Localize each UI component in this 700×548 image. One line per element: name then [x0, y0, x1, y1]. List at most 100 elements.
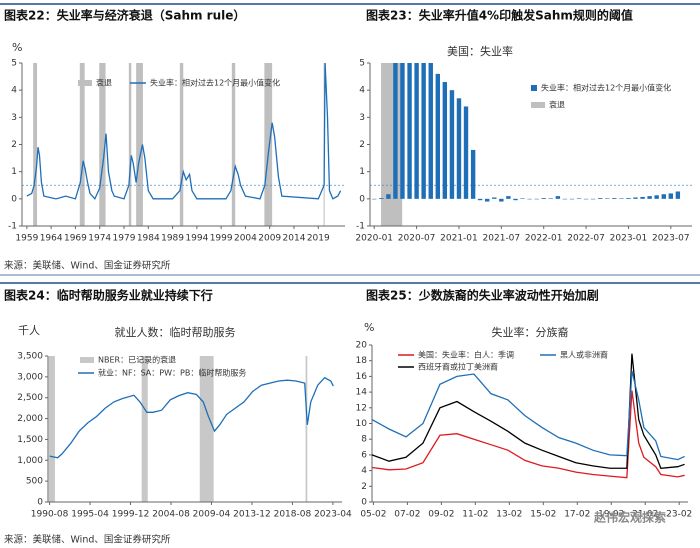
bar: [477, 198, 483, 201]
recession: [305, 356, 308, 502]
y-tick-label: 10: [356, 419, 368, 429]
chart-title: 美国：失业率: [447, 44, 513, 58]
y-tick-label: 3,500: [17, 352, 43, 362]
recession: [199, 356, 214, 502]
bar: [605, 198, 610, 199]
line: [371, 353, 685, 469]
x-tick-label: 13-02: [496, 510, 522, 520]
bar: [583, 198, 589, 200]
unit: %: [12, 41, 22, 54]
line: [371, 390, 685, 479]
x-tick-label: 1959: [15, 234, 38, 244]
legend-label: 黑人或非洲裔: [560, 350, 608, 360]
legend-label: 西班牙裔或拉丁美洲裔: [418, 362, 498, 372]
bar: [428, 63, 433, 199]
x-tick-label: 2023-07: [652, 234, 690, 244]
legend-swatch: [531, 85, 537, 91]
x-tick-label: 1995-04: [71, 510, 109, 520]
unit: %: [364, 321, 374, 334]
recession: [128, 63, 132, 226]
bar: [590, 198, 596, 200]
x-tick-label: 1964: [40, 234, 63, 244]
x-tick-label: 2021-01: [440, 234, 478, 244]
watermark: 赵伟宏观探索: [593, 510, 666, 525]
bar: [541, 198, 546, 199]
unit: 千人: [18, 324, 40, 337]
y-tick-label: 2: [361, 482, 367, 492]
y-tick-label: 20: [356, 341, 368, 351]
bar: [484, 198, 490, 202]
y-tick-label: 16: [356, 372, 368, 382]
x-tick-label: 2004-08: [152, 510, 190, 520]
bar: [492, 197, 497, 199]
x-tick-label: 09-02: [428, 510, 454, 520]
bar: [534, 198, 539, 200]
y-tick-label: 2: [11, 140, 17, 150]
recession: [79, 63, 85, 226]
bar: [576, 198, 582, 199]
x-tick-label: 07-02: [394, 510, 420, 520]
bar: [435, 73, 440, 199]
line: [49, 376, 334, 459]
bar: [407, 63, 412, 199]
bar: [372, 198, 377, 200]
x-tick-label: 05-02: [360, 510, 386, 520]
recession: [381, 63, 403, 226]
source: 来源：美联储、Wind、国金证券研究所: [4, 260, 171, 272]
y-tick-label: 3,000: [17, 372, 43, 382]
bar: [393, 63, 398, 199]
y-tick-label: 5: [359, 59, 365, 69]
y-tick-label: 0: [11, 194, 17, 204]
bar: [506, 196, 511, 199]
line: [371, 370, 685, 461]
legend-swatch: [80, 357, 94, 363]
x-tick-label: 2020-07: [398, 234, 436, 244]
heading: 图表22：失业率与经济衰退（Sahm rule）: [4, 8, 245, 23]
bar: [527, 198, 532, 200]
bar: [442, 82, 448, 199]
y-tick-label: 4: [11, 86, 17, 96]
bar: [598, 198, 603, 199]
bar: [562, 198, 568, 200]
y-tick-label: -1: [356, 222, 365, 232]
x-tick-label: 2022-01: [525, 234, 563, 244]
recession: [33, 63, 38, 226]
y-tick-label: 1,000: [17, 456, 43, 466]
y-tick-label: 0: [361, 498, 367, 508]
recession: [231, 63, 236, 226]
legend-label: 失业率：相对过去12个月最小值变化: [150, 78, 280, 88]
bar: [654, 195, 659, 199]
recession: [264, 63, 273, 226]
y-tick-label: 8: [361, 435, 367, 445]
bar: [520, 198, 525, 199]
x-tick-label: 1984: [137, 234, 160, 244]
bar: [555, 196, 561, 199]
y-tick-label: 1: [11, 167, 17, 177]
x-tick-label: 1989: [161, 234, 184, 244]
x-tick-label: 2019: [307, 234, 330, 244]
x-tick-label: 1994: [185, 234, 208, 244]
recession: [99, 63, 106, 226]
y-tick-label: 4: [359, 86, 365, 96]
y-tick-label: 12: [356, 403, 367, 413]
y-tick-label: 0: [359, 194, 365, 204]
x-tick-label: 2023-01: [610, 234, 648, 244]
y-tick-label: 2,000: [17, 414, 43, 424]
x-tick-label: 19-02: [598, 510, 624, 520]
y-tick-label: 18: [356, 356, 368, 366]
bar: [421, 63, 426, 199]
x-tick-label: 2013-12: [233, 510, 271, 520]
legend-swatch: [531, 102, 545, 108]
legend-label: 美国：失业率：白人：季调: [418, 350, 514, 360]
bar: [675, 191, 681, 199]
y-tick-label: 0: [37, 498, 43, 508]
x-tick-label: 1999-12: [112, 510, 150, 520]
heading: 图表24：临时帮助服务业就业持续下行: [4, 288, 213, 303]
legend-label: 衰退: [549, 100, 565, 110]
heading: 图表23：失业率升值4%印触发Sahm规则的阈值: [366, 8, 633, 23]
recession: [179, 63, 184, 226]
chart-title: 就业人数：临时帮助服务: [115, 325, 236, 339]
bar: [470, 149, 476, 199]
y-tick-label: 5: [11, 59, 17, 69]
bar: [414, 63, 419, 199]
